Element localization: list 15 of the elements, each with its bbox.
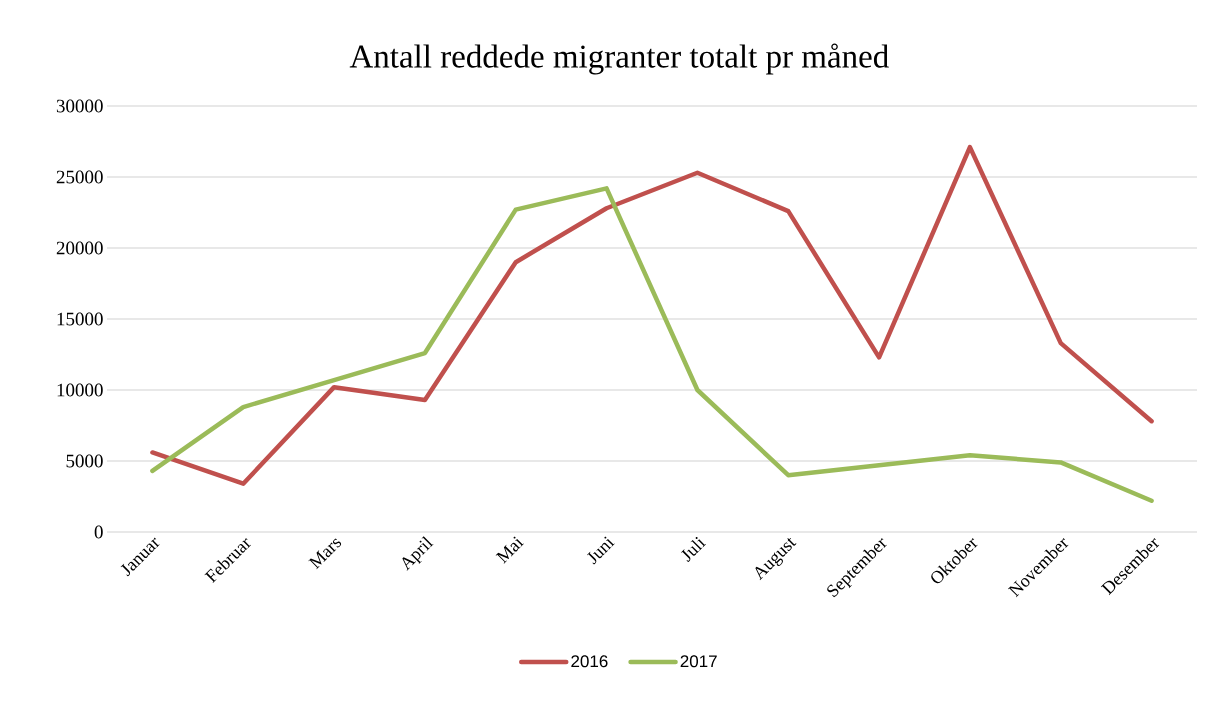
- x-tick-label: Mai: [495, 536, 524, 564]
- x-tick-label: Juli: [681, 537, 707, 562]
- x-tick-label: Juni: [586, 536, 615, 565]
- y-tick-label: 5000: [66, 454, 103, 468]
- y-tick-label: 25000: [56, 170, 103, 184]
- y-tick-label: 30000: [56, 99, 103, 113]
- legend-label: 2016: [571, 655, 608, 668]
- y-tick-label: 0: [94, 525, 103, 539]
- chart-title: Antall reddede migranter totalt pr måned: [349, 43, 889, 75]
- line-series: [150, 144, 1154, 486]
- y-tick-label: 10000: [57, 383, 103, 397]
- y-tick-label: 15000: [57, 312, 103, 326]
- y-tick-label: 20000: [56, 241, 103, 255]
- legend-label: 2017: [680, 655, 717, 668]
- line-series: [150, 186, 1154, 504]
